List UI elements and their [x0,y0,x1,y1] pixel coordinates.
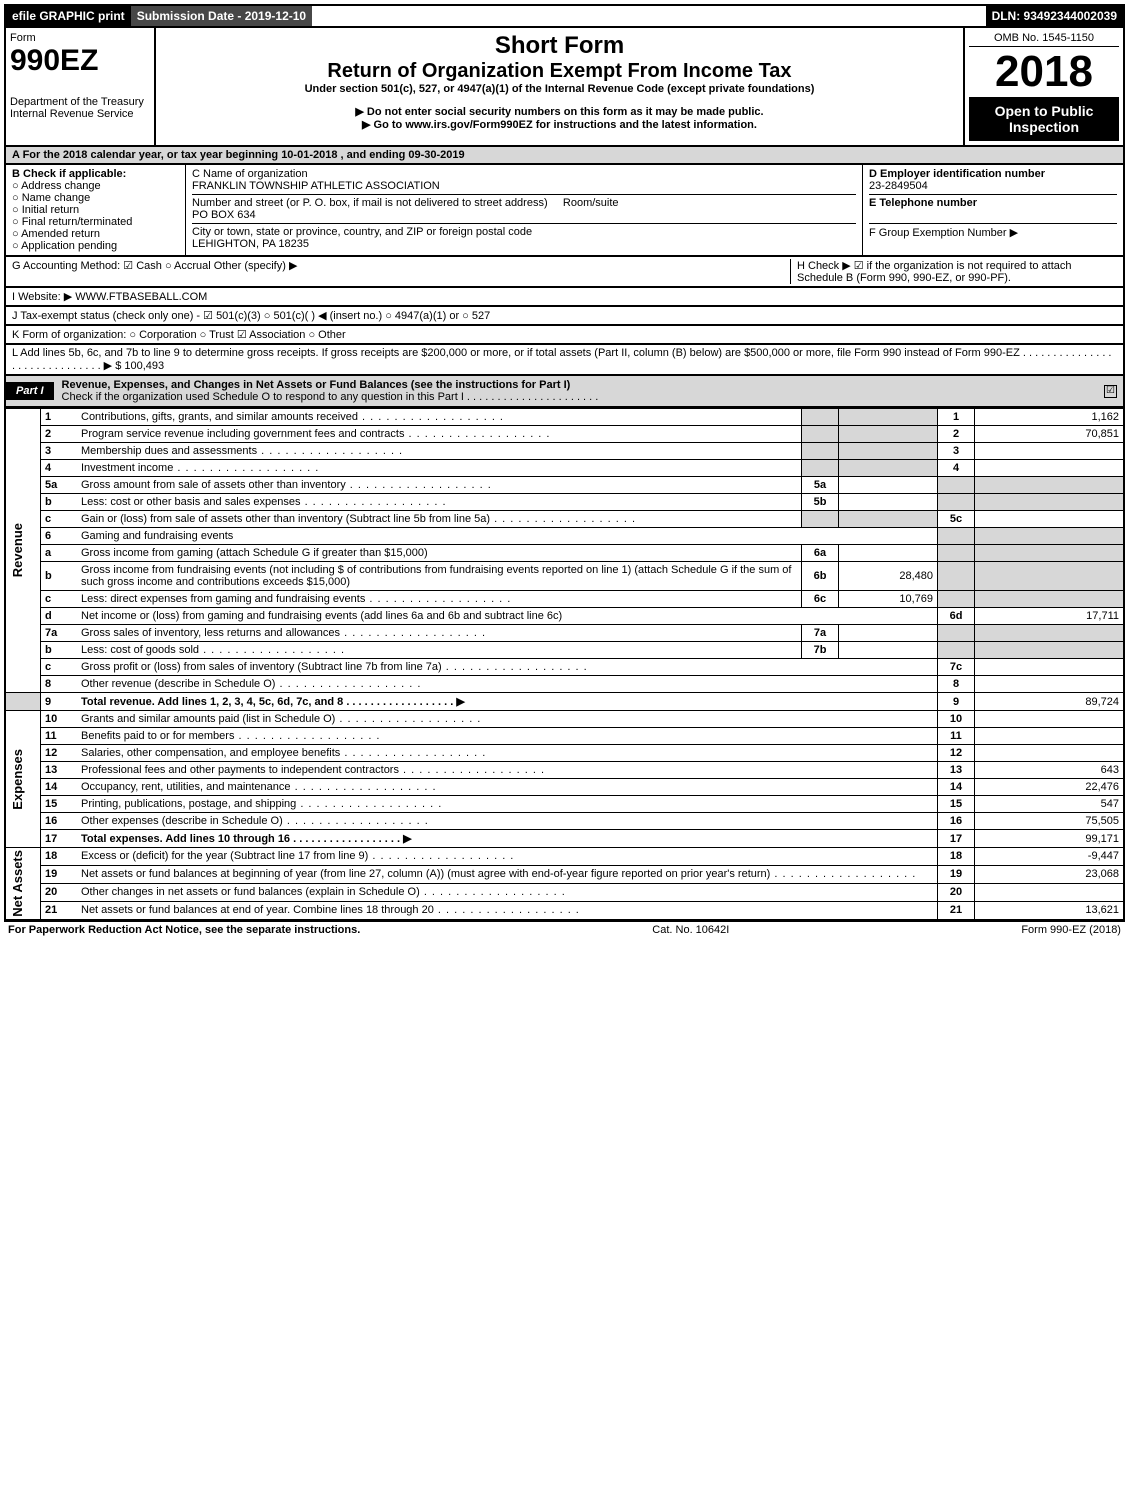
row-19: 19Net assets or fund balances at beginni… [5,865,1124,883]
l-gross-receipts: L Add lines 5b, 6c, and 7b to line 9 to … [4,345,1125,376]
row-5c: cGain or (loss) from sale of assets othe… [5,511,1124,528]
row-5b: bLess: cost or other basis and sales exp… [5,494,1124,511]
side-revenue: Revenue [10,523,25,577]
chk-final-return[interactable]: Final return/terminated [12,216,179,228]
side-net-assets: Net Assets [10,850,25,917]
chk-address-change[interactable]: Address change [12,180,179,192]
dept-treasury: Department of the Treasury [10,96,150,108]
part-i-checkbox[interactable]: ☑ [1104,385,1117,398]
c-addr: PO BOX 634 [192,209,856,221]
row-4: 4Investment income4 [5,460,1124,477]
row-1: Revenue 1Contributions, gifts, grants, a… [5,409,1124,426]
row-6c: cLess: direct expenses from gaming and f… [5,591,1124,608]
d-label: D Employer identification number [869,168,1117,180]
row-13: 13Professional fees and other payments t… [5,762,1124,779]
omb-number: OMB No. 1545-1150 [969,32,1119,47]
dln: DLN: 93492344002039 [986,6,1123,26]
row-7a: 7aGross sales of inventory, less returns… [5,625,1124,642]
part-i-header: Part I Revenue, Expenses, and Changes in… [4,376,1125,408]
form-header: Form 990EZ Department of the Treasury In… [4,28,1125,147]
period-row: A For the 2018 calendar year, or tax yea… [4,147,1125,165]
row-16: 16Other expenses (describe in Schedule O… [5,813,1124,830]
row-g-h: G Accounting Method: ☑ Cash ○ Accrual Ot… [4,257,1125,288]
row-17: 17Total expenses. Add lines 10 through 1… [5,830,1124,848]
h-schedule-b[interactable]: H Check ▶ ☑ if the organization is not r… [790,259,1117,284]
chk-initial-return[interactable]: Initial return [12,204,179,216]
c-org-name: FRANKLIN TOWNSHIP ATHLETIC ASSOCIATION [192,180,856,192]
footer: For Paperwork Reduction Act Notice, see … [4,921,1125,938]
row-6: 6Gaming and fundraising events [5,528,1124,545]
c-room-label: Room/suite [563,197,619,209]
form-number: 990EZ [10,44,150,78]
footer-left: For Paperwork Reduction Act Notice, see … [8,924,360,936]
c-addr-label: Number and street (or P. O. box, if mail… [192,197,548,209]
side-expenses: Expenses [10,749,25,810]
row-6d: dNet income or (loss) from gaming and fu… [5,608,1124,625]
k-form-org[interactable]: K Form of organization: ○ Corporation ○ … [4,326,1125,345]
row-12: 12Salaries, other compensation, and empl… [5,745,1124,762]
row-14: 14Occupancy, rent, utilities, and mainte… [5,779,1124,796]
g-accounting-method[interactable]: G Accounting Method: ☑ Cash ○ Accrual Ot… [12,259,790,284]
row-2: 2Program service revenue including gover… [5,426,1124,443]
row-7b: bLess: cost of goods sold7b [5,642,1124,659]
row-9: 9Total revenue. Add lines 1, 2, 3, 4, 5c… [5,693,1124,711]
notice-ssn: ▶ Do not enter social security numbers o… [160,105,959,118]
footer-catno: Cat. No. 10642I [652,924,729,936]
row-6a: aGross income from gaming (attach Schedu… [5,545,1124,562]
row-18: Net Assets 18Excess or (deficit) for the… [5,848,1124,866]
open-inspection: Open to Public Inspection [969,97,1119,141]
footer-form: Form 990-EZ (2018) [1021,924,1121,936]
chk-amended[interactable]: Amended return [12,228,179,240]
row-10: Expenses 10Grants and similar amounts pa… [5,711,1124,728]
c-label: C Name of organization [192,168,856,180]
j-tax-exempt[interactable]: J Tax-exempt status (check only one) - ☑… [4,307,1125,326]
section-c: C Name of organization FRANKLIN TOWNSHIP… [186,165,863,255]
dept-irs: Internal Revenue Service [10,108,150,120]
part-i-check-line: Check if the organization used Schedule … [62,391,599,403]
d-ein: 23-2849504 [869,180,1117,192]
section-d: D Employer identification number 23-2849… [863,165,1123,255]
row-7c: cGross profit or (loss) from sales of in… [5,659,1124,676]
row-20: 20Other changes in net assets or fund ba… [5,883,1124,901]
e-telephone-label: E Telephone number [869,194,1117,209]
notice-goto[interactable]: ▶ Go to www.irs.gov/Form990EZ for instru… [160,118,959,131]
part-i-table: Revenue 1Contributions, gifts, grants, a… [4,408,1125,921]
row-8: 8Other revenue (describe in Schedule O)8 [5,676,1124,693]
c-city: LEHIGHTON, PA 18235 [192,238,856,250]
part-i-label: Part I [6,382,54,400]
row-3: 3Membership dues and assessments3 [5,443,1124,460]
efile-label[interactable]: efile GRAPHIC print [6,6,131,26]
top-bar: efile GRAPHIC print Submission Date - 20… [4,4,1125,28]
form-word: Form [10,32,150,44]
title-short-form: Short Form [160,32,959,60]
row-15: 15Printing, publications, postage, and s… [5,796,1124,813]
i-website[interactable]: I Website: ▶ WWW.FTBASEBALL.COM [4,288,1125,307]
chk-name-change[interactable]: Name change [12,192,179,204]
row-21: 21Net assets or fund balances at end of … [5,901,1124,919]
subtitle-under: Under section 501(c), 527, or 4947(a)(1)… [160,83,959,95]
c-city-label: City or town, state or province, country… [192,223,856,238]
row-6b: bGross income from fundraising events (n… [5,562,1124,591]
row-11: 11Benefits paid to or for members11 [5,728,1124,745]
f-group-exemption: F Group Exemption Number ▶ [869,223,1117,239]
b-title: B Check if applicable: [12,168,179,180]
tax-year: 2018 [969,47,1119,97]
submission-date: Submission Date - 2019-12-10 [131,6,312,26]
part-i-title: Revenue, Expenses, and Changes in Net As… [62,379,571,391]
row-5a: 5aGross amount from sale of assets other… [5,477,1124,494]
title-return: Return of Organization Exempt From Incom… [160,60,959,83]
section-b: B Check if applicable: Address change Na… [6,165,186,255]
info-grid: B Check if applicable: Address change Na… [4,165,1125,257]
chk-pending[interactable]: Application pending [12,240,179,252]
